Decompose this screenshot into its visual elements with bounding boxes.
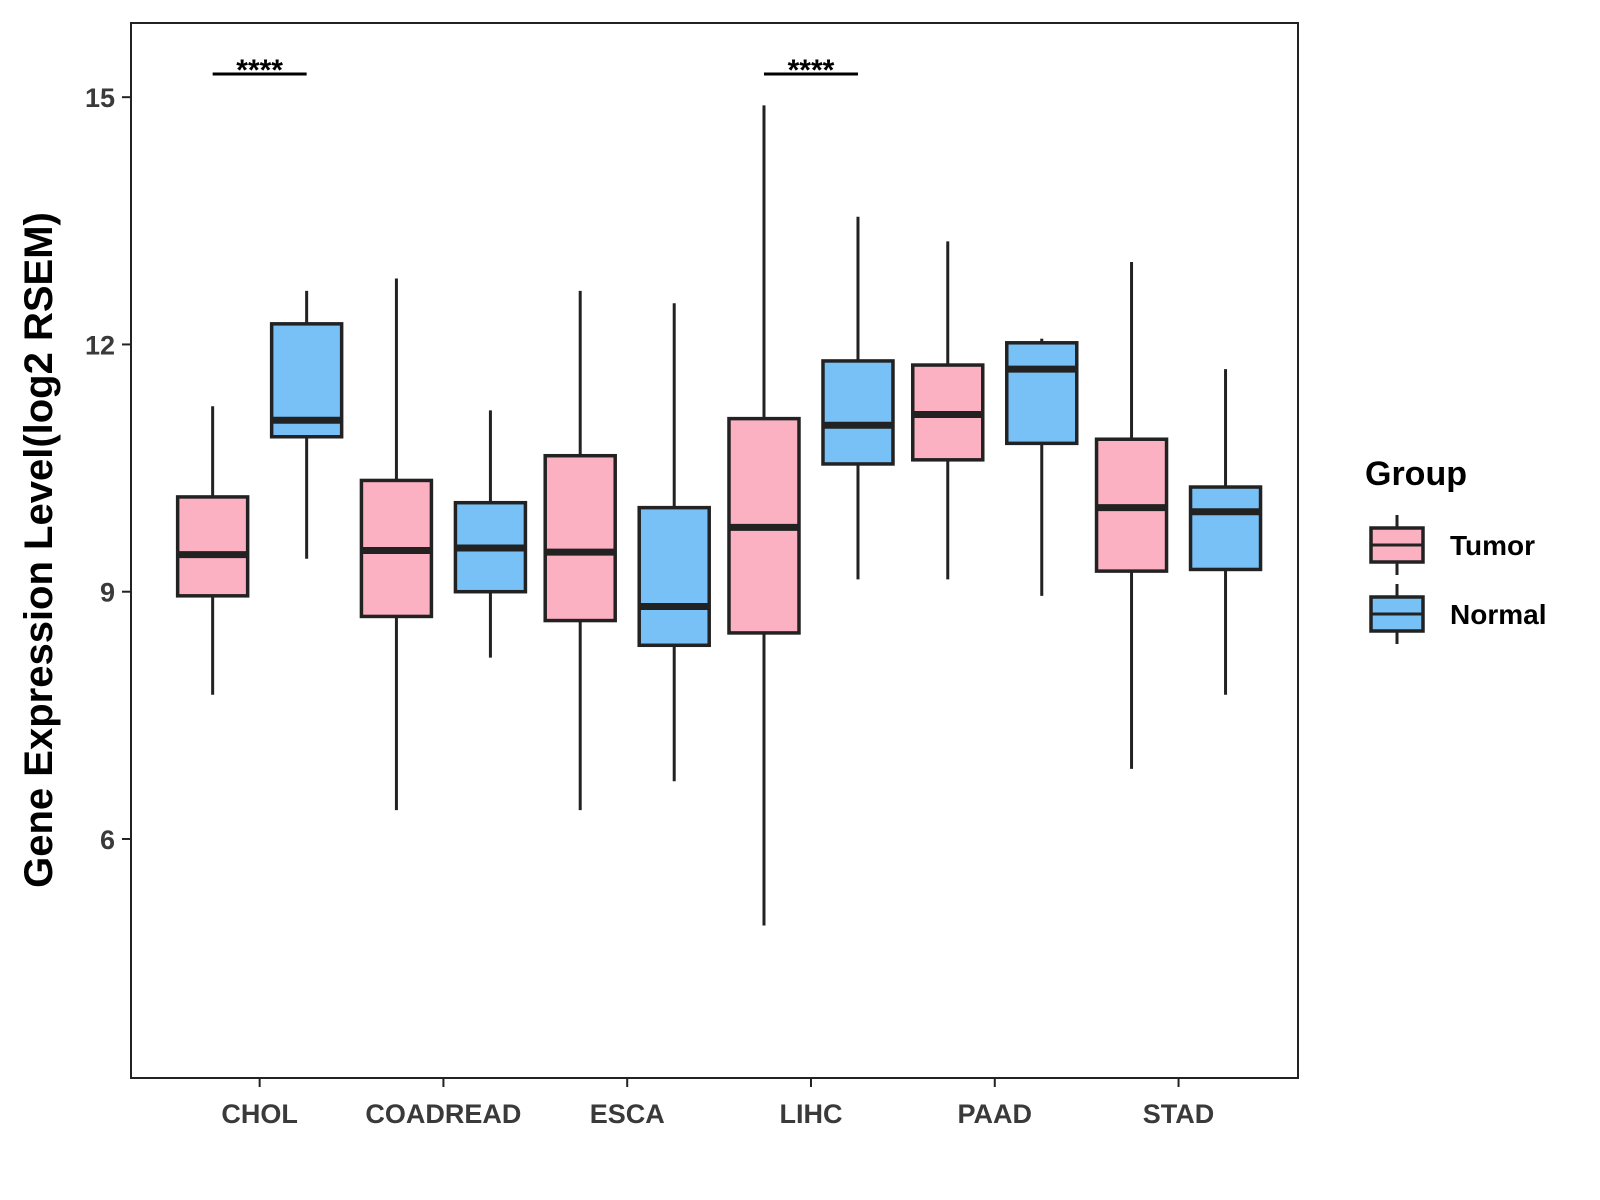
legend: Group Tumor Normal [1365, 455, 1546, 644]
box-normal-chol [269, 290, 344, 559]
significance-label: **** [788, 54, 835, 87]
box-normal-stad [1188, 369, 1263, 695]
box-normal-lihc [821, 216, 895, 580]
significance-chol: **** [212, 54, 307, 87]
x-tick-label-stad: STAD [1143, 1099, 1215, 1129]
legend-item-tumor: Tumor [1369, 515, 1535, 575]
box-tumor-paad [911, 241, 985, 580]
box-tumor-chol [175, 406, 250, 695]
x-tick-label-coadread: COADREAD [365, 1099, 521, 1129]
y-axis-title: Gene Expression Level(log2 RSEM) [17, 212, 61, 888]
legend-label: Tumor [1450, 530, 1535, 561]
box-normal-paad [1005, 338, 1079, 596]
box-iqr [1188, 485, 1263, 572]
x-tick-label-paad: PAAD [958, 1099, 1033, 1129]
box-tumor-lihc [727, 105, 801, 926]
x-tick-label-chol: CHOL [221, 1099, 298, 1129]
boxes-layer [175, 105, 1263, 926]
significance-label: **** [236, 54, 283, 87]
y-tick-label: 15 [85, 83, 115, 113]
y-tick-label: 12 [85, 330, 115, 360]
box-tumor-esca [543, 290, 617, 811]
box-iqr [821, 359, 895, 466]
legend-label: Normal [1450, 599, 1546, 630]
y-tick-label: 6 [100, 825, 115, 855]
y-axis: 6 9 12 15 [85, 83, 131, 855]
box-iqr [543, 453, 617, 623]
box-normal-coadread [453, 410, 528, 658]
box-normal-esca [637, 303, 711, 782]
y-tick-label: 9 [100, 578, 115, 608]
legend-title: Group [1365, 455, 1467, 493]
box-iqr [637, 505, 711, 648]
box-tumor-coadread [359, 278, 434, 811]
x-tick-label-esca: ESCA [590, 1099, 665, 1129]
box-tumor-stad [1094, 262, 1169, 769]
x-axis: CHOL COADREAD ESCA LIHC PAAD STAD [221, 1078, 1214, 1129]
box-iqr [175, 495, 250, 598]
x-tick-label-lihc: LIHC [779, 1099, 842, 1129]
box-iqr [1005, 341, 1079, 446]
significance-lihc: **** [763, 54, 858, 87]
legend-item-normal: Normal [1369, 584, 1546, 644]
significance-layer: **** **** [212, 54, 858, 87]
